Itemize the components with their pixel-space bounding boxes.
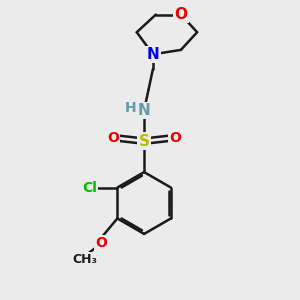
Text: S: S xyxy=(139,134,150,149)
Text: N: N xyxy=(147,47,159,62)
Text: H: H xyxy=(125,101,137,115)
Text: O: O xyxy=(169,130,181,145)
Text: Cl: Cl xyxy=(82,181,97,194)
Text: CH₃: CH₃ xyxy=(72,253,98,266)
Text: O: O xyxy=(95,236,107,250)
Text: N: N xyxy=(138,103,151,118)
Text: O: O xyxy=(174,7,188,22)
Text: O: O xyxy=(107,130,119,145)
Text: N: N xyxy=(147,47,159,62)
